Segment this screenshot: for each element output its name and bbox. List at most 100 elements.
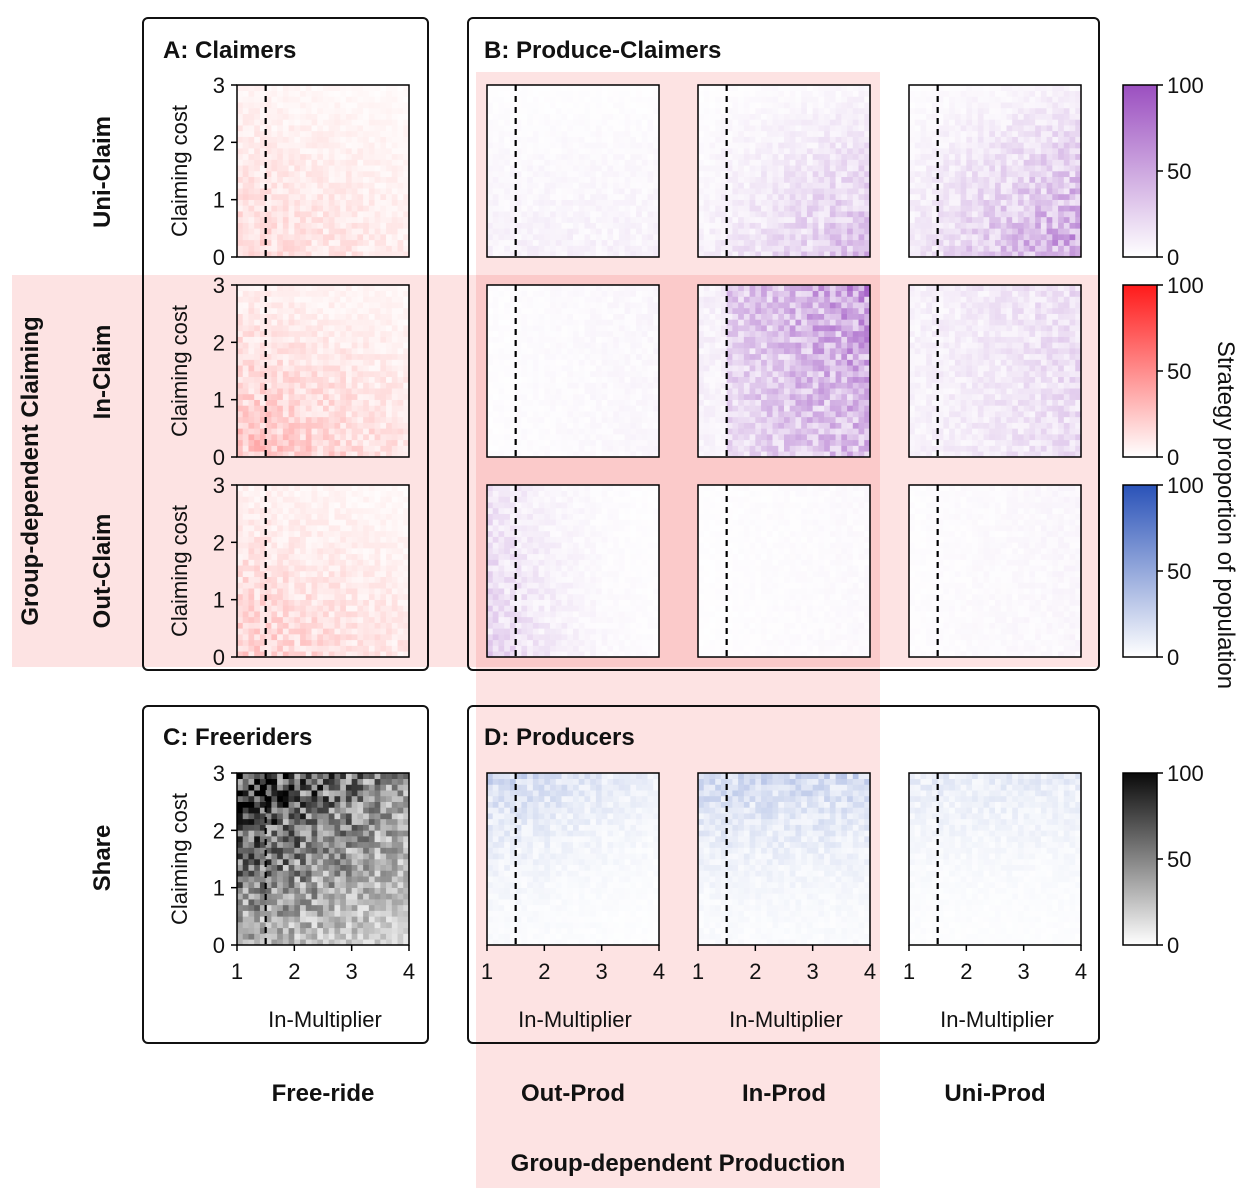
heatmap-cell [277, 102, 284, 109]
heatmap-cell [538, 393, 545, 400]
heatmap-cell [323, 434, 330, 441]
heatmap-cell [300, 136, 307, 143]
heatmap-cell [743, 107, 750, 114]
heatmap-cell [590, 142, 597, 149]
heatmap-cell [538, 434, 545, 441]
heatmap-cell [271, 188, 278, 195]
heatmap-cell [282, 142, 289, 149]
heatmap-cell [363, 388, 370, 395]
heatmap-cell [567, 193, 574, 200]
heatmap-cell [618, 142, 625, 149]
heatmap-cell [920, 107, 927, 114]
heatmap-cell [403, 159, 410, 166]
heatmap-cell [1035, 239, 1042, 246]
heatmap-cell [555, 119, 562, 126]
heatmap-cell [989, 228, 996, 235]
heatmap-cell [914, 171, 921, 178]
heatmap-cell [937, 136, 944, 143]
heatmap-cell [989, 176, 996, 183]
heatmap-cell [647, 234, 654, 241]
heatmap-cell [824, 90, 831, 97]
heatmap-cell [498, 290, 505, 297]
heatmap-cell [789, 136, 796, 143]
heatmap-cell [334, 434, 341, 441]
heatmap-cell [237, 176, 244, 183]
heatmap-cell [397, 393, 404, 400]
heatmap-cell [498, 239, 505, 246]
heatmap-cell [555, 228, 562, 235]
heatmap-cell [641, 136, 648, 143]
heatmap-cell [1035, 205, 1042, 212]
heatmap-cell [386, 102, 393, 109]
heatmap-cell [920, 85, 927, 92]
heatmap-cell [829, 125, 836, 132]
heatmap-cell [555, 193, 562, 200]
heatmap-cell [300, 239, 307, 246]
heatmap-cell [972, 234, 979, 241]
heatmap-cell [242, 382, 249, 389]
heatmap-cell [1012, 222, 1019, 229]
heatmap-cell [374, 285, 381, 292]
heatmap-cell [532, 159, 539, 166]
heatmap-cell [374, 234, 381, 241]
heatmap-cell [595, 222, 602, 229]
heatmap-cell [709, 125, 716, 132]
heatmap-cell [521, 239, 528, 246]
heatmap-cell [789, 148, 796, 155]
heatmap-cell [795, 148, 802, 155]
y-tick-label: 3 [213, 73, 225, 98]
heatmap-cell [1012, 211, 1019, 218]
heatmap-cell [357, 388, 364, 395]
heatmap-cell [584, 159, 591, 166]
heatmap-cell [584, 142, 591, 149]
heatmap-cell [311, 434, 318, 441]
heatmap-cell [357, 199, 364, 206]
heatmap-cell [607, 96, 614, 103]
heatmap-cell [527, 353, 534, 360]
heatmap-cell [403, 428, 410, 435]
heatmap-cell [1006, 193, 1013, 200]
heatmap-cell [841, 222, 848, 229]
heatmap-cell [618, 211, 625, 218]
heatmap-cell [715, 142, 722, 149]
heatmap-cell [567, 428, 574, 435]
heatmap-cell [995, 211, 1002, 218]
heatmap-cell [607, 182, 614, 189]
heatmap-cell [532, 285, 539, 292]
heatmap-cell [294, 434, 301, 441]
heatmap-cell [607, 239, 614, 246]
heatmap-cell [397, 90, 404, 97]
heatmap-cell [784, 222, 791, 229]
heatmap-cell [743, 136, 750, 143]
heatmap-cell [323, 211, 330, 218]
heatmap-cell [277, 388, 284, 395]
heatmap-cell [607, 159, 614, 166]
heatmap-cell [795, 182, 802, 189]
heatmap-cell [858, 193, 865, 200]
heatmap-cell [300, 245, 307, 252]
heatmap-cell [380, 251, 387, 258]
heatmap-cell [977, 119, 984, 126]
heatmap-cell [351, 182, 358, 189]
heatmap-cell [995, 165, 1002, 172]
heatmap-cell [818, 165, 825, 172]
heatmap-cell [391, 434, 398, 441]
heatmap-cell [509, 130, 516, 137]
heatmap-cell [504, 222, 511, 229]
heatmap-cell [391, 313, 398, 320]
heatmap-cell [498, 371, 505, 378]
heatmap-cell [391, 371, 398, 378]
heatmap-cell [943, 96, 950, 103]
heatmap-cell [351, 376, 358, 383]
heatmap-cell [960, 107, 967, 114]
heatmap-cell [386, 119, 393, 126]
panel-frames [142, 17, 1100, 1044]
heatmap-cell [345, 428, 352, 435]
heatmap-cell [937, 119, 944, 126]
heatmap-cell [254, 359, 261, 366]
heatmap-cell [492, 393, 499, 400]
heatmap-cell [351, 445, 358, 452]
heatmap-cell [801, 182, 808, 189]
heatmap-cell [487, 251, 494, 258]
heatmap-cell [550, 130, 557, 137]
